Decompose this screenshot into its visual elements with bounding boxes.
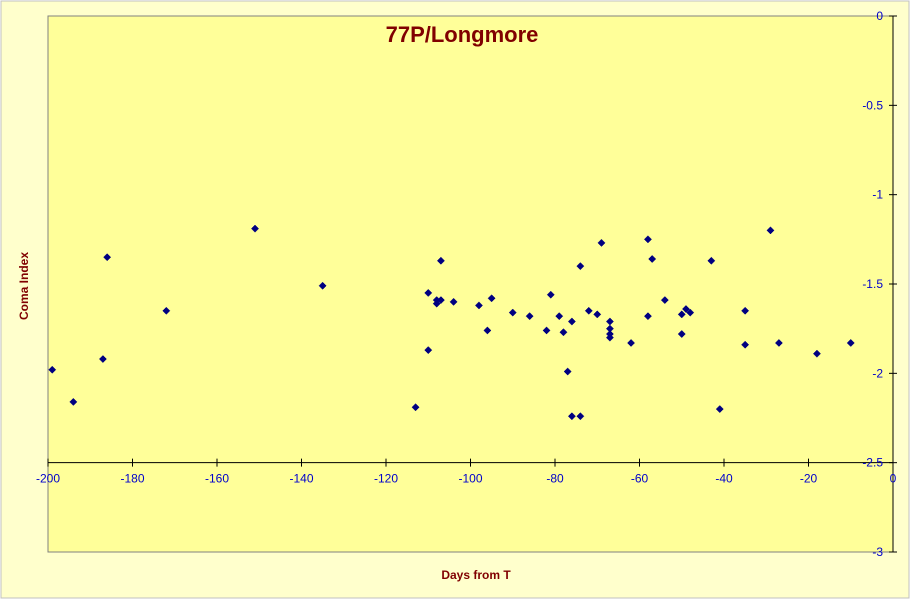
data-point bbox=[812, 349, 821, 358]
data-point bbox=[474, 301, 483, 310]
data-point bbox=[576, 412, 585, 421]
x-tick-label: -80 bbox=[546, 472, 564, 486]
data-point bbox=[648, 255, 657, 263]
x-tick-label: -120 bbox=[374, 472, 398, 486]
y-axis-title: Coma Index bbox=[17, 252, 31, 320]
data-point bbox=[69, 397, 78, 406]
x-tick-label: -200 bbox=[36, 472, 60, 486]
x-tick-label: -20 bbox=[800, 472, 818, 486]
x-tick-label: -40 bbox=[715, 472, 733, 486]
points-layer bbox=[48, 224, 855, 421]
data-point bbox=[677, 310, 686, 319]
data-point bbox=[593, 310, 602, 319]
x-tick-label: 0 bbox=[890, 472, 897, 486]
data-point bbox=[567, 412, 576, 421]
ticks-layer: -200 -180 -160 -140 -120 -100 -80 -60 -40 -20 00-0… bbox=[36, 9, 897, 559]
data-point bbox=[483, 326, 492, 335]
data-point bbox=[162, 306, 171, 315]
x-tick-label: -140 bbox=[289, 472, 313, 486]
data-point bbox=[424, 288, 433, 297]
y-tick-label: 0 bbox=[876, 9, 883, 23]
data-point bbox=[542, 326, 551, 335]
y-tick-label: -2 bbox=[872, 366, 883, 380]
data-point bbox=[103, 253, 112, 262]
data-point bbox=[686, 308, 695, 317]
data-point bbox=[411, 403, 420, 412]
data-point bbox=[449, 297, 458, 306]
data-point bbox=[525, 312, 534, 321]
y-tick-label: -0.5 bbox=[862, 98, 883, 112]
data-point bbox=[318, 281, 327, 290]
data-point bbox=[436, 296, 445, 305]
data-point bbox=[567, 317, 576, 326]
data-point bbox=[424, 346, 433, 355]
y-tick-label: -3 bbox=[872, 545, 883, 559]
x-tick-label: -100 bbox=[458, 472, 482, 486]
x-tick-label: -160 bbox=[205, 472, 229, 486]
data-point bbox=[627, 339, 636, 347]
data-point bbox=[597, 238, 606, 247]
data-point bbox=[48, 365, 57, 374]
data-point bbox=[508, 308, 517, 317]
data-point bbox=[643, 312, 652, 321]
data-point bbox=[715, 405, 724, 414]
data-point bbox=[251, 224, 259, 233]
y-tick-label: -2.5 bbox=[862, 456, 883, 470]
data-point bbox=[846, 339, 855, 347]
x-tick-label: -60 bbox=[631, 472, 649, 486]
data-point bbox=[774, 339, 783, 347]
data-point bbox=[643, 235, 652, 244]
data-point bbox=[741, 340, 750, 349]
data-point bbox=[766, 226, 775, 235]
data-point bbox=[436, 256, 445, 265]
data-point bbox=[707, 256, 716, 265]
y-tick-label: -1 bbox=[872, 188, 883, 202]
data-point bbox=[98, 355, 107, 363]
data-point bbox=[555, 312, 564, 321]
data-point bbox=[677, 330, 686, 338]
data-point bbox=[741, 306, 750, 315]
data-point bbox=[559, 328, 568, 337]
x-axis-title: Days from T bbox=[441, 568, 511, 582]
data-point bbox=[563, 367, 572, 376]
data-point bbox=[660, 296, 669, 305]
data-point bbox=[487, 294, 496, 303]
y-tick-label: -1.5 bbox=[862, 277, 883, 291]
data-point bbox=[605, 333, 614, 342]
data-point bbox=[432, 299, 441, 308]
data-point bbox=[576, 262, 585, 271]
data-point bbox=[546, 290, 555, 299]
x-tick-label: -180 bbox=[120, 472, 144, 486]
data-point bbox=[682, 305, 690, 313]
data-point bbox=[584, 306, 593, 315]
chart-title: 77P/Longmore bbox=[386, 22, 539, 47]
